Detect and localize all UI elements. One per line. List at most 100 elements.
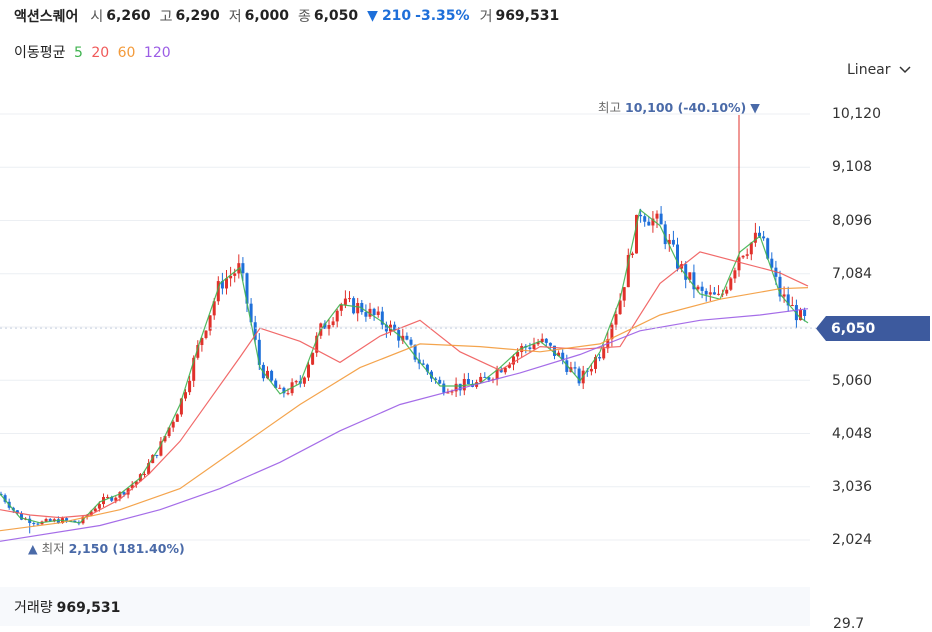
low-label: 저 [228, 9, 242, 25]
min-label: 최저 [41, 541, 65, 556]
candle-body [56, 519, 60, 524]
candle-body [462, 379, 466, 391]
candle-body [167, 427, 171, 437]
y-tick-7084: 7,084 [832, 266, 873, 282]
candle-body [651, 218, 655, 226]
candle-body [553, 345, 556, 356]
candle-body [368, 308, 372, 317]
ma-5[interactable]: 5 [73, 45, 83, 61]
candle-body [803, 310, 807, 317]
candle-body [278, 387, 282, 389]
candle-body [307, 364, 310, 378]
candle-body [257, 339, 261, 365]
y-tick-4048: 4,048 [832, 426, 873, 442]
candle-body [503, 367, 507, 373]
y-tick-9108: 9,108 [832, 159, 873, 175]
candle-body [614, 314, 618, 325]
candle-body [282, 387, 286, 394]
candle-body [483, 376, 487, 378]
max-value: 10,100 (-40.10%) [625, 100, 747, 115]
candle-body [380, 311, 384, 325]
candle-body [32, 522, 36, 524]
max-marker-icon: ▼ [750, 100, 760, 115]
candle-body [241, 263, 245, 274]
candle-body [192, 357, 196, 381]
candle-body [602, 348, 606, 359]
candle-body [643, 216, 647, 222]
volume-panel-label: 거래량 969,531 [14, 597, 120, 617]
candle-body [343, 298, 347, 305]
candle-body [663, 224, 667, 245]
candle-body [758, 232, 761, 237]
candle-body [245, 273, 249, 304]
candle-body [188, 380, 192, 393]
candle-body [479, 376, 483, 383]
candle-body [659, 213, 663, 225]
candle-body [717, 293, 720, 295]
candle-body [274, 380, 278, 388]
candle-body [745, 254, 749, 256]
change-value: 210 [381, 8, 412, 24]
candle-body [688, 272, 692, 280]
candle-body [639, 214, 643, 217]
ma-line-120 [0, 308, 809, 542]
candle-body [762, 236, 766, 239]
candle-body [179, 398, 183, 415]
candle-body [528, 347, 532, 349]
min-value: 2,150 (181.40%) [68, 541, 185, 556]
candle-body [458, 383, 462, 391]
candle-body [487, 377, 491, 380]
close-value: 6,050 [313, 8, 359, 24]
candle-body [52, 519, 56, 522]
low-value: 6,000 [244, 8, 289, 24]
ma-120[interactable]: 120 [143, 45, 171, 61]
candle-body [106, 496, 110, 498]
min-annotation: ▲ 최저 2,150 (181.40%) [28, 538, 185, 557]
candle-body [360, 303, 364, 313]
candle-body [557, 352, 561, 356]
candle-body [790, 305, 794, 307]
ma-20[interactable]: 20 [91, 45, 110, 61]
candle-body [434, 378, 438, 380]
candle-body [712, 292, 716, 295]
candle-body [249, 303, 253, 323]
candle-body [220, 281, 224, 289]
candle-body [163, 436, 167, 442]
candle-body [143, 474, 146, 476]
candle-body [356, 303, 360, 314]
candle-body [89, 511, 93, 516]
candle-body [696, 286, 700, 290]
candle-body [130, 484, 134, 488]
scale-dropdown[interactable]: Linear [847, 62, 911, 78]
candle-body [544, 338, 548, 343]
change-percent: -3.35% [415, 8, 470, 24]
max-annotation: 최고 10,100 (-40.10%) ▼ [598, 97, 760, 116]
candle-body [446, 392, 450, 394]
candle-body [610, 324, 614, 340]
scale-label: Linear [847, 62, 891, 78]
candle-body [733, 270, 737, 279]
candle-body [626, 255, 630, 288]
ma-60[interactable]: 60 [117, 45, 136, 61]
candle-body [266, 370, 269, 379]
y-tick-2024: 2,024 [832, 532, 873, 548]
volume-panel [0, 587, 810, 626]
candle-body [786, 294, 790, 306]
candle-body [466, 379, 470, 385]
volume-value: 969,531 [495, 8, 560, 24]
candles [0, 115, 807, 534]
candle-body [372, 308, 376, 315]
candle-body [725, 289, 729, 294]
candle-body [766, 238, 770, 259]
volume-panel-title: 거래량 [14, 600, 53, 616]
candle-body [495, 369, 499, 380]
candle-body [93, 508, 97, 512]
candle-body [36, 523, 40, 525]
ma-line-60 [0, 287, 809, 532]
candle-body [216, 281, 220, 302]
candle-body [208, 315, 212, 331]
candle-body [44, 519, 48, 522]
chevron-down-icon [898, 66, 911, 74]
open-label: 시 [90, 9, 104, 25]
